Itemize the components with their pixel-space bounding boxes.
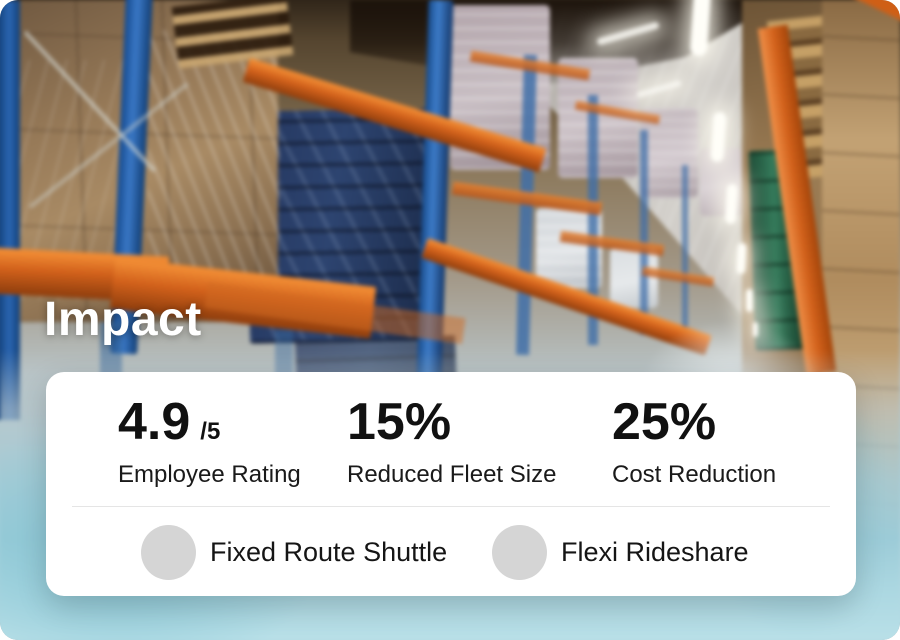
legend-label: Fixed Route Shuttle (210, 537, 448, 567)
wrapped-pallet (610, 248, 658, 308)
stat-value: 25% (612, 393, 717, 451)
rack-post (682, 165, 688, 330)
stat-value: 15% (347, 393, 452, 451)
legend-item-fixed-route-shuttle[interactable]: Fixed Route Shuttle (141, 525, 447, 580)
ceiling-light (736, 242, 747, 275)
rack-post (640, 130, 648, 335)
rack-post (588, 95, 598, 345)
rack-post (0, 0, 20, 420)
page-title: Impact (44, 293, 202, 346)
stat-reduced-fleet-size: 15% Reduced Fleet Size (347, 393, 557, 489)
stat-suffix: /5 (200, 418, 221, 445)
ceiling-light (746, 289, 753, 312)
legend-circle-icon (141, 525, 196, 580)
ceiling-light (724, 183, 739, 225)
impact-stats-card: 4.9 /5 Employee Rating 15% Reduced Fleet… (46, 372, 856, 596)
legend-circle-icon (492, 525, 547, 580)
stat-label: Reduced Fleet Size (347, 461, 557, 489)
stat-value: 4.9 (118, 393, 191, 451)
stat-employee-rating: 4.9 /5 Employee Rating (118, 393, 301, 489)
stat-label: Employee Rating (118, 461, 301, 489)
legend-item-flexi-rideshare[interactable]: Flexi Rideshare (492, 525, 749, 580)
divider (72, 506, 830, 507)
legend-label: Flexi Rideshare (561, 537, 749, 567)
wrapped-pallet (640, 108, 698, 198)
stat-cost-reduction: 25% Cost Reduction (612, 393, 777, 489)
stat-label: Cost Reduction (612, 461, 777, 489)
